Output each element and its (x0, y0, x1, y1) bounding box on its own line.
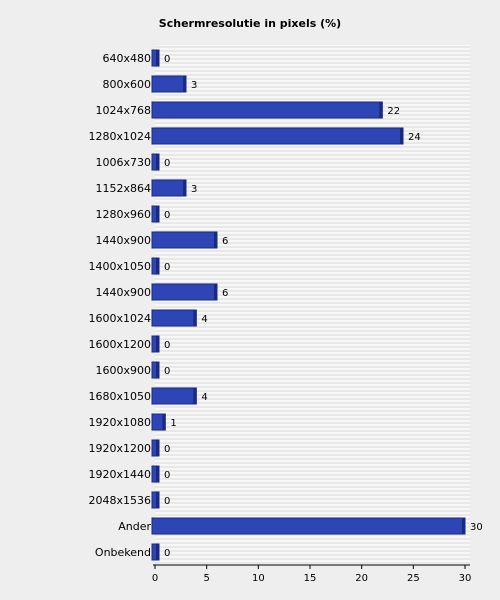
value-label: 0 (164, 210, 170, 221)
category-label: 1152x864 (96, 182, 152, 195)
x-tick-label: 30 (459, 573, 472, 584)
bar-edge-9 (156, 258, 159, 274)
bar-4 (151, 127, 404, 145)
value-label: 1 (170, 418, 176, 429)
x-tick-label: 10 (252, 573, 265, 584)
category-label: 1400x1050 (89, 260, 152, 273)
category-label: 1920x1440 (89, 468, 152, 481)
bar-edge-10 (214, 284, 217, 300)
value-label: 22 (387, 106, 400, 117)
category-label: 1920x1200 (89, 442, 152, 455)
category-label: 1024x768 (96, 104, 152, 117)
category-label: Ander (118, 520, 151, 533)
bar-edge-12 (156, 336, 159, 352)
bar-3 (151, 101, 383, 119)
x-tick-label: 15 (304, 573, 317, 584)
bar-2 (151, 75, 187, 93)
bar-edge-11 (193, 310, 197, 326)
bar-edge-4 (400, 128, 403, 144)
category-label: 1280x960 (96, 208, 152, 221)
category-label: 1006x730 (96, 156, 152, 169)
x-tick-label: 0 (152, 573, 158, 584)
bar-edge-17 (156, 466, 159, 482)
bar-6 (151, 179, 187, 197)
category-label: 1920x1080 (89, 416, 152, 429)
value-label: 0 (164, 548, 170, 559)
bar-edge-13 (156, 362, 159, 378)
value-label: 0 (164, 366, 170, 377)
bar-edge-3 (379, 102, 383, 118)
bar-8 (151, 231, 218, 249)
value-label: 0 (164, 340, 170, 351)
bar-edge-18 (156, 492, 159, 508)
value-label: 0 (164, 262, 170, 273)
category-label: 1280x1024 (89, 130, 152, 143)
bar-edge-15 (162, 414, 166, 430)
bar-edge-5 (156, 154, 159, 170)
x-tick-label: 25 (407, 573, 420, 584)
category-label: 1440x900 (96, 234, 152, 247)
bar-10 (151, 283, 218, 301)
category-label: 1680x1050 (89, 390, 152, 403)
bar-edge-7 (156, 206, 159, 222)
bar-edge-8 (214, 232, 217, 248)
chart-title: Schermresolutie in pixels (%) (158, 17, 342, 30)
value-label: 0 (164, 496, 170, 507)
bar-edge-19 (462, 518, 465, 534)
value-label: 0 (164, 470, 170, 481)
value-label: 3 (191, 184, 197, 195)
bar-edge-1 (156, 50, 159, 66)
value-label: 0 (164, 54, 170, 65)
value-label: 30 (470, 522, 483, 533)
value-label: 4 (201, 314, 207, 325)
category-label: 800x600 (102, 78, 151, 91)
bar-11 (151, 309, 197, 327)
value-label: 4 (201, 392, 207, 403)
category-label: 1600x1200 (89, 338, 152, 351)
value-label: 3 (191, 80, 197, 91)
category-label: 1600x900 (96, 364, 152, 377)
bar-14 (151, 387, 197, 405)
value-label: 24 (408, 132, 421, 143)
category-label: 640x480 (102, 52, 151, 65)
category-label: 1600x1024 (89, 312, 152, 325)
bar-edge-14 (193, 388, 197, 404)
value-label: 6 (222, 236, 228, 247)
bar-19 (151, 517, 466, 535)
x-tick-label: 20 (355, 573, 368, 584)
x-tick-label: 5 (203, 573, 209, 584)
category-label: 1440x900 (96, 286, 152, 299)
bar-edge-2 (183, 76, 186, 92)
category-label: 2048x1536 (89, 494, 152, 507)
bar-edge-6 (183, 180, 186, 196)
value-label: 0 (164, 158, 170, 169)
bar-edge-20 (156, 544, 159, 560)
bar-edge-16 (156, 440, 159, 456)
value-label: 0 (164, 444, 170, 455)
value-label: 6 (222, 288, 228, 299)
category-label: Onbekend (95, 546, 151, 559)
